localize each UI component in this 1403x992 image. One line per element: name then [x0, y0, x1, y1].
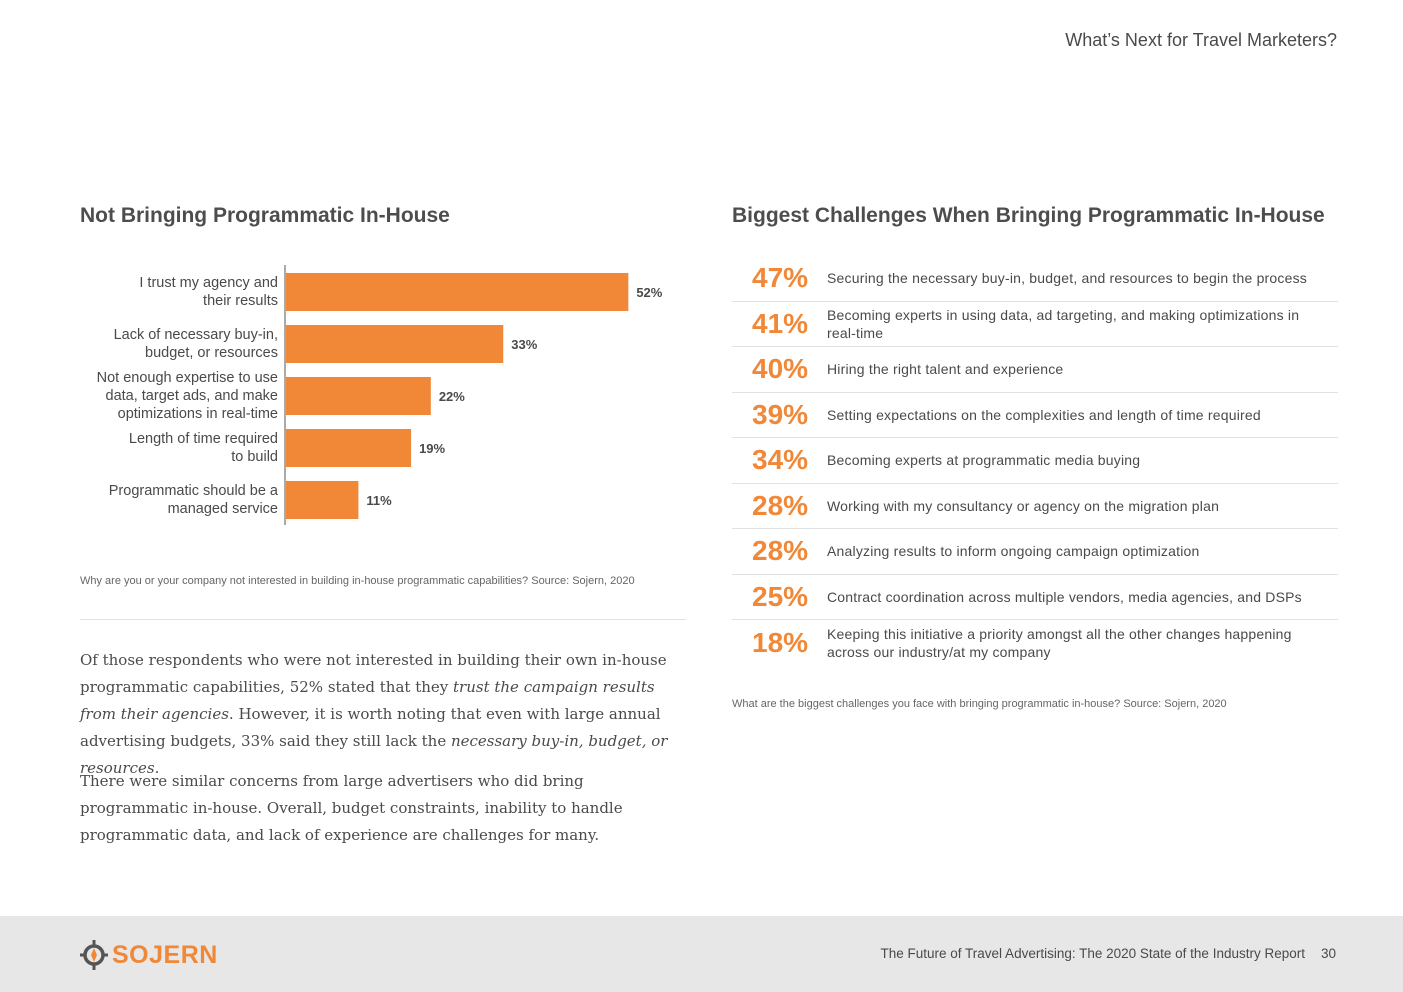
challenge-row: 47% Securing the necessary buy-in, budget… — [732, 256, 1338, 302]
chart-category-label: I trust my agency and their results — [139, 275, 278, 309]
challenge-text: Contract coordination across multiple ve… — [827, 588, 1302, 605]
chart-bar — [286, 429, 412, 467]
chart-bar — [286, 481, 359, 519]
body-p1-emphasis-2: necessary buy-in, budget, or resources — [80, 732, 668, 777]
challenge-text: Securing the necessary buy-in, budget, a… — [827, 270, 1307, 287]
challenge-text: Setting expectations on the complexities… — [827, 406, 1261, 423]
challenge-text: Becoming experts at programmatic media b… — [827, 452, 1141, 469]
chart-value-label: 19% — [419, 441, 445, 456]
challenge-row: 18% Keeping this initiative a priority am… — [732, 620, 1338, 666]
challenge-row: 28% Analyzing results to inform ongoing c… — [732, 529, 1338, 575]
chart-value-label: 52% — [636, 285, 662, 300]
challenge-text: Becoming experts in using data, ad targe… — [827, 306, 1300, 341]
challenge-percent: 40% — [752, 353, 809, 385]
right-source-note: What are the biggest challenges you face… — [732, 698, 1227, 710]
left-section-title: Not Bringing Programmatic In-House — [80, 204, 450, 227]
right-section-title: Biggest Challenges When Bringing Program… — [732, 204, 1325, 227]
footer-report-title: The Future of Travel Advertising: The 20… — [880, 946, 1306, 961]
challenge-text: Keeping this initiative a priority among… — [827, 625, 1292, 660]
challenge-percent: 25% — [752, 580, 809, 612]
sojern-logo: SOJERN — [80, 940, 218, 970]
chart-category-label: Length of time required to build — [128, 431, 278, 465]
body-p1-text-c: . — [154, 759, 160, 777]
challenge-row: 41% Becoming experts in using data, ad ta… — [732, 302, 1338, 347]
page-number: 30 — [1320, 946, 1336, 961]
bar-chart-svg: 52% 33% 22% 19% 11% — [284, 265, 663, 525]
challenge-row: 39% Setting expectations on the complexit… — [732, 393, 1338, 438]
left-chart-source-note: Why are you or your company not interest… — [80, 575, 635, 587]
challenge-text: Analyzing results to inform ongoing camp… — [827, 543, 1200, 560]
challenge-row: 34% Becoming experts at programmatic medi… — [732, 438, 1338, 484]
body-p1-text-b: . However, it is worth noting that even … — [80, 705, 661, 750]
logo-wordmark: SOJERN — [112, 940, 218, 969]
bar-chart: 52% 33% 22% 19% 11% I trust my agency and th… — [80, 262, 686, 532]
challenges-list: 47% Securing the necessary buy-in, budget… — [732, 256, 1338, 666]
chart-bar — [286, 377, 431, 415]
chart-value-label: 33% — [511, 337, 537, 352]
body-paragraph-1: Of those respondents who were not intere… — [80, 647, 690, 782]
challenge-percent: 47% — [752, 262, 809, 294]
challenge-row: 28% Working with my consultancy or agency… — [732, 484, 1338, 529]
challenge-percent: 34% — [752, 444, 809, 476]
body-p1-emphasis-1: trust the campaign results from their ag… — [80, 678, 655, 723]
challenge-percent: 18% — [752, 626, 809, 658]
challenge-percent: 28% — [752, 489, 809, 521]
chart-value-label: 11% — [366, 493, 392, 508]
compass-icon — [80, 940, 108, 970]
challenge-text: Hiring the right talent and experience — [827, 361, 1064, 378]
chart-value-label: 22% — [439, 389, 465, 404]
chart-bar — [286, 273, 629, 311]
chart-category-label: Not enough expertise to use data, target… — [96, 370, 278, 422]
chart-category-label: Programmatic should be a managed service — [108, 483, 278, 517]
challenge-percent: 41% — [752, 307, 809, 339]
body-paragraph-2: There were similar concerns from large a… — [80, 772, 623, 844]
running-head: What’s Next for Travel Marketers? — [1065, 30, 1337, 50]
challenge-row: 25% Contract coordination across multiple… — [732, 575, 1338, 620]
challenge-percent: 39% — [752, 398, 809, 430]
challenge-text: Working with my consultancy or agency on… — [827, 497, 1220, 514]
challenge-percent: 28% — [752, 535, 809, 567]
chart-bar — [286, 325, 504, 363]
footer: SOJERN The Future of Travel Advertising:… — [0, 916, 1403, 992]
left-divider — [80, 619, 686, 620]
chart-category-label: Lack of necessary buy-in, budget, or res… — [113, 327, 278, 361]
body-p1-text-a: Of those respondents who were not intere… — [80, 651, 667, 696]
challenge-row: 40% Hiring the right talent and experienc… — [732, 347, 1338, 393]
